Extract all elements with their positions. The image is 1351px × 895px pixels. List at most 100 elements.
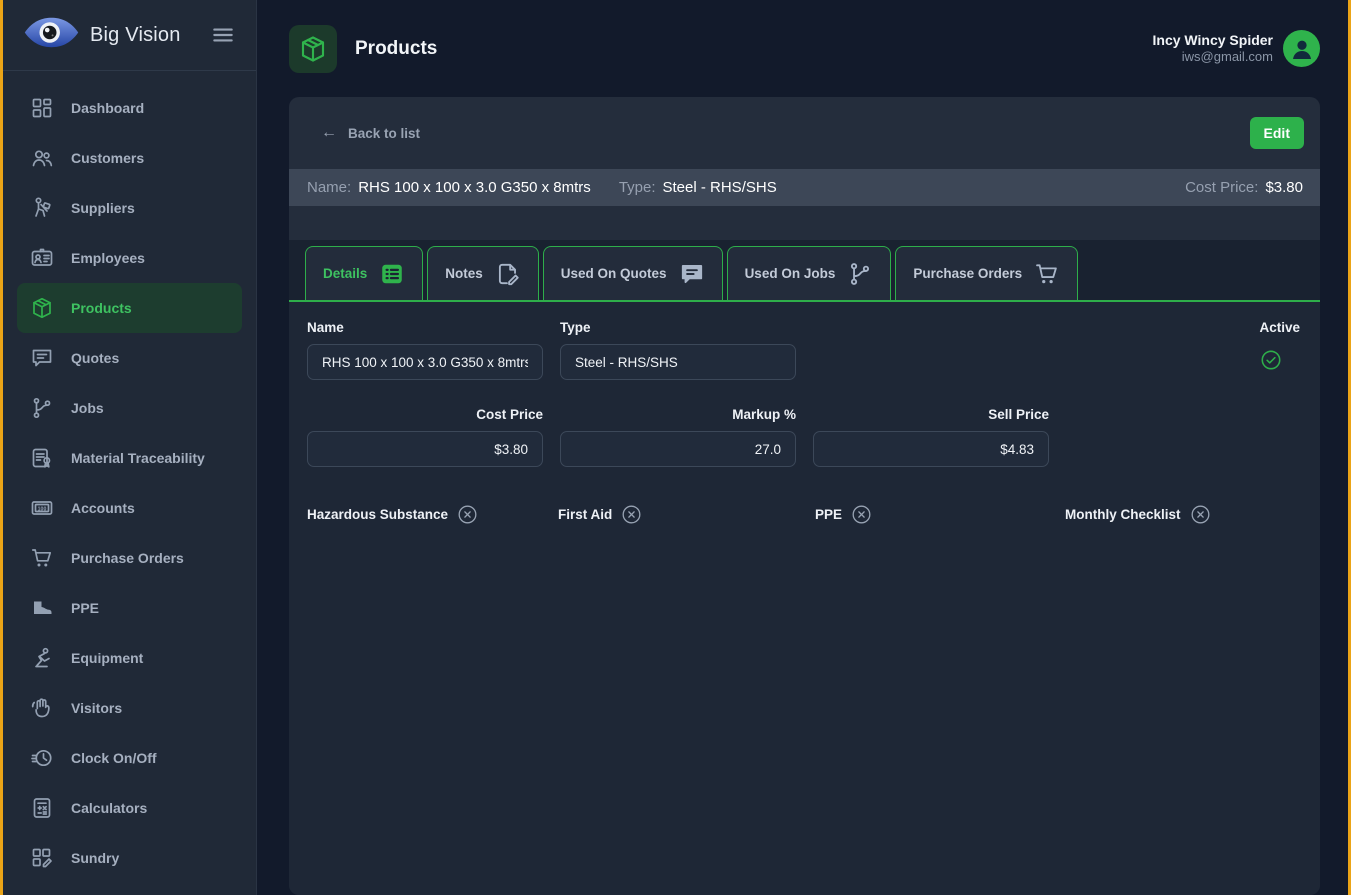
chat-filled-icon (679, 261, 705, 287)
hamburger-menu-icon[interactable] (210, 22, 236, 48)
details-form: Name Type Active Cost Price (289, 302, 1320, 895)
name-field-group: Name (307, 320, 543, 380)
flags-row: Hazardous Substance First Aid PPE Monthl… (307, 504, 1302, 525)
form-row-1: Name Type Active (307, 320, 1302, 380)
sidebar-item-accounts[interactable]: 100 Accounts (3, 483, 256, 533)
flag-monthly-checklist: Monthly Checklist (1065, 504, 1302, 525)
svg-text:100: 100 (38, 506, 47, 512)
back-to-list-link[interactable]: ← Back to list (321, 125, 420, 141)
tab-purchase-orders[interactable]: Purchase Orders (895, 246, 1079, 300)
trolley-icon (30, 196, 54, 220)
empty-cell (813, 320, 1049, 380)
flag-label: Monthly Checklist (1065, 507, 1181, 522)
remove-flag-icon[interactable] (457, 504, 478, 525)
empty-cell (1066, 407, 1302, 467)
product-detail-card: ← Back to list Edit Name: RHS 100 x 100 … (289, 97, 1320, 895)
tab-used-on-jobs[interactable]: Used On Jobs (726, 246, 892, 300)
summary-type-label: Type: (618, 179, 656, 196)
sidebar-item-suppliers[interactable]: Suppliers (3, 183, 256, 233)
sell-price-group: Sell Price (813, 407, 1049, 467)
cart-icon (1034, 261, 1060, 287)
people-icon (30, 146, 54, 170)
sidebar-item-employees[interactable]: Employees (3, 233, 256, 283)
summary-cost: Cost Price: $3.80 (1185, 179, 1303, 196)
sidebar-item-ppe[interactable]: PPE (3, 583, 256, 633)
blocks-pencil-icon (30, 846, 54, 870)
active-label: Active (1259, 320, 1300, 335)
summary-cost-label: Cost Price: (1185, 179, 1259, 196)
sidebar-item-products[interactable]: Products (17, 283, 242, 333)
main-area: Products Incy Wincy Spider iws@gmail.com… (257, 0, 1348, 895)
boot-icon (30, 596, 54, 620)
cart-icon (30, 546, 54, 570)
sidebar-item-purchase-orders[interactable]: Purchase Orders (3, 533, 256, 583)
summary-bar: Name: RHS 100 x 100 x 3.0 G350 x 8mtrs T… (289, 169, 1320, 206)
chat-icon (30, 346, 54, 370)
eye-logo-icon (23, 16, 80, 54)
note-edit-icon (495, 261, 521, 287)
form-row-2: Cost Price Markup % Sell Price (307, 407, 1302, 467)
type-field-group: Type (560, 320, 796, 380)
avatar[interactable] (1283, 30, 1320, 67)
sidebar-item-calculators[interactable]: Calculators (3, 783, 256, 833)
banknote-icon: 100 (30, 496, 54, 520)
sidebar-item-sundry[interactable]: Sundry (3, 833, 256, 883)
markup-input[interactable] (560, 431, 796, 467)
tab-details[interactable]: Details (305, 246, 424, 300)
cost-price-group: Cost Price (307, 407, 543, 467)
cost-price-label: Cost Price (476, 407, 543, 422)
calculator-icon (30, 796, 54, 820)
flag-first-aid: First Aid (558, 504, 815, 525)
name-label: Name (307, 320, 344, 335)
back-link-label: Back to list (348, 125, 421, 141)
hand-wave-icon (30, 696, 54, 720)
sell-price-input[interactable] (813, 431, 1049, 467)
user-text: Incy Wincy Spider iws@gmail.com (1153, 31, 1273, 66)
logo-row: Big Vision (3, 0, 256, 71)
flag-label: Hazardous Substance (307, 507, 449, 522)
edit-button[interactable]: Edit (1249, 117, 1304, 149)
remove-flag-icon[interactable] (621, 504, 642, 525)
user-name: Incy Wincy Spider (1152, 31, 1273, 48)
summary-type-value: Steel - RHS/SHS (662, 179, 777, 196)
sidebar-item-equipment[interactable]: Equipment (3, 633, 256, 683)
certificate-icon (30, 446, 54, 470)
card-spacer (289, 206, 1320, 240)
left-edge-strip (0, 0, 3, 895)
type-input[interactable] (560, 344, 796, 380)
sidebar-nav: Dashboard Customers Suppliers Employees … (3, 71, 256, 883)
remove-flag-icon[interactable] (851, 504, 872, 525)
tab-bar: Details Notes Used On Quotes Used On Job… (289, 240, 1320, 302)
card-toolbar: ← Back to list Edit (289, 97, 1320, 169)
sell-price-label: Sell Price (988, 407, 1049, 422)
sidebar-item-material-traceability[interactable]: Material Traceability (3, 433, 256, 483)
sidebar: Big Vision Dashboard Customers Suppliers… (3, 0, 257, 895)
flag-ppe: PPE (815, 504, 1065, 525)
flag-label: First Aid (558, 507, 613, 522)
summary-name-label: Name: (307, 179, 352, 196)
sidebar-item-dashboard[interactable]: Dashboard (3, 83, 256, 133)
cost-price-input[interactable] (307, 431, 543, 467)
sidebar-item-jobs[interactable]: Jobs (3, 383, 256, 433)
summary-cost-value: $3.80 (1265, 179, 1303, 196)
flag-hazardous-substance: Hazardous Substance (307, 504, 558, 525)
sidebar-item-visitors[interactable]: Visitors (3, 683, 256, 733)
page-header: Products Incy Wincy Spider iws@gmail.com (289, 0, 1320, 97)
figure-icon (30, 646, 54, 670)
tab-notes[interactable]: Notes (427, 246, 539, 300)
tab-used-on-quotes[interactable]: Used On Quotes (542, 246, 723, 300)
clock-icon (30, 746, 54, 770)
sidebar-item-customers[interactable]: Customers (3, 133, 256, 183)
markup-group: Markup % (560, 407, 796, 467)
brand-name: Big Vision (90, 23, 181, 46)
back-arrow-icon: ← (321, 124, 337, 141)
page-title: Products (355, 37, 438, 59)
grid-icon (30, 96, 54, 120)
name-input[interactable] (307, 344, 543, 380)
summary-name-value: RHS 100 x 100 x 3.0 G350 x 8mtrs (358, 179, 591, 196)
type-label: Type (560, 320, 591, 335)
remove-flag-icon[interactable] (1190, 504, 1211, 525)
sidebar-item-quotes[interactable]: Quotes (3, 333, 256, 383)
sidebar-item-clock-on-off[interactable]: Clock On/Off (3, 733, 256, 783)
